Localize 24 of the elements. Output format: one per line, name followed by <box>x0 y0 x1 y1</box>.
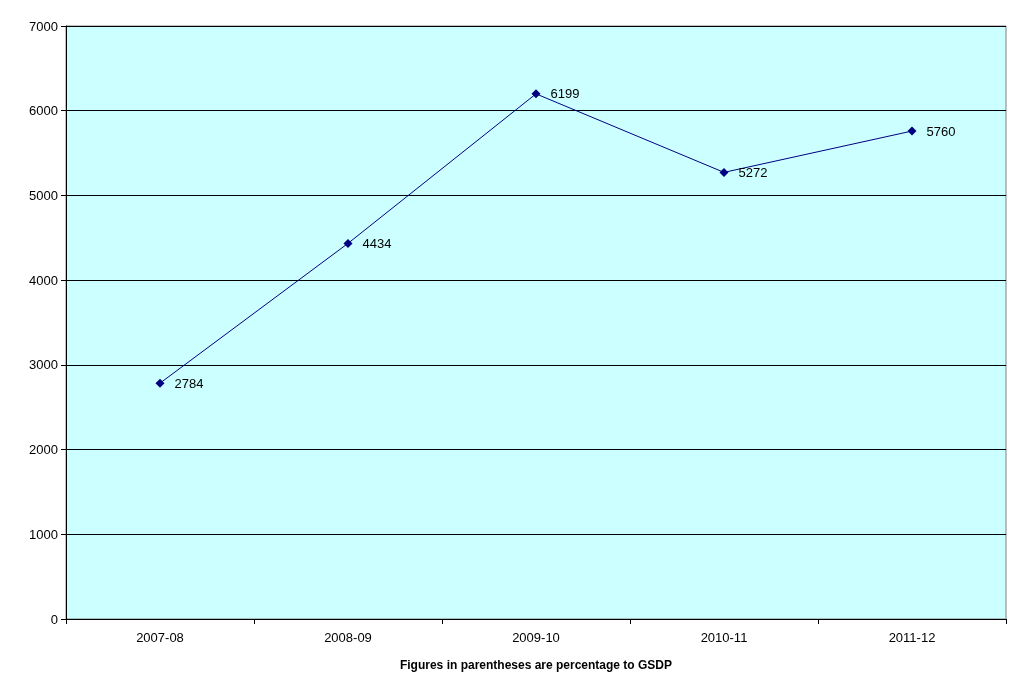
data-label: 5760 <box>926 123 956 139</box>
point <box>907 126 917 136</box>
x-tick-label: 2008-09 <box>324 630 372 645</box>
data-label: 5272 <box>738 164 768 180</box>
y-tick-label: 6000 <box>29 103 58 119</box>
y-tick-label: 0 <box>50 611 58 627</box>
y-tick-label: 3000 <box>29 357 58 373</box>
data-label: 2784 <box>174 375 204 391</box>
x-axis-title: Figures in parentheses are percentage to GSDP <box>399 658 673 672</box>
x-tick-label: 2011-12 <box>888 630 936 645</box>
y-tick-label: 4000 <box>29 272 58 288</box>
x-tick-label: 2009-10 <box>512 630 560 645</box>
point <box>155 378 165 388</box>
data-label: 4434 <box>362 235 392 251</box>
x-tick-label: 2010-11 <box>700 630 748 645</box>
data-label: 6199 <box>550 86 580 102</box>
y-tick-label: 5000 <box>29 187 58 203</box>
y-tick-label: 2000 <box>29 442 58 458</box>
point <box>343 238 353 248</box>
y-tick-label: 7000 <box>29 18 58 34</box>
y-tick-label: 1000 <box>29 526 58 542</box>
point <box>531 89 541 99</box>
point <box>719 167 729 177</box>
x-tick-label: 2007-08 <box>136 630 184 645</box>
